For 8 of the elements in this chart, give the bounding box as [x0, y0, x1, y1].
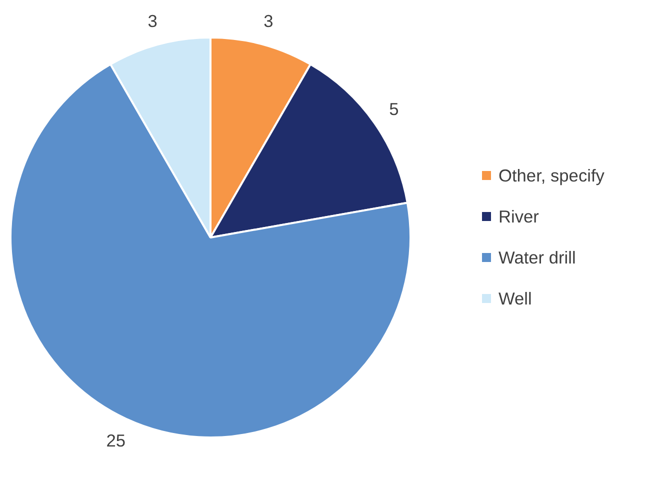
legend-label: Other, specify	[498, 166, 605, 186]
data-label: 5	[389, 99, 399, 120]
data-label: 3	[148, 11, 158, 32]
legend-label: Water drill	[498, 248, 576, 268]
data-label: 25	[106, 430, 126, 451]
legend-label: Well	[498, 288, 532, 308]
legend-label: River	[498, 206, 540, 226]
data-label: 3	[264, 11, 274, 32]
